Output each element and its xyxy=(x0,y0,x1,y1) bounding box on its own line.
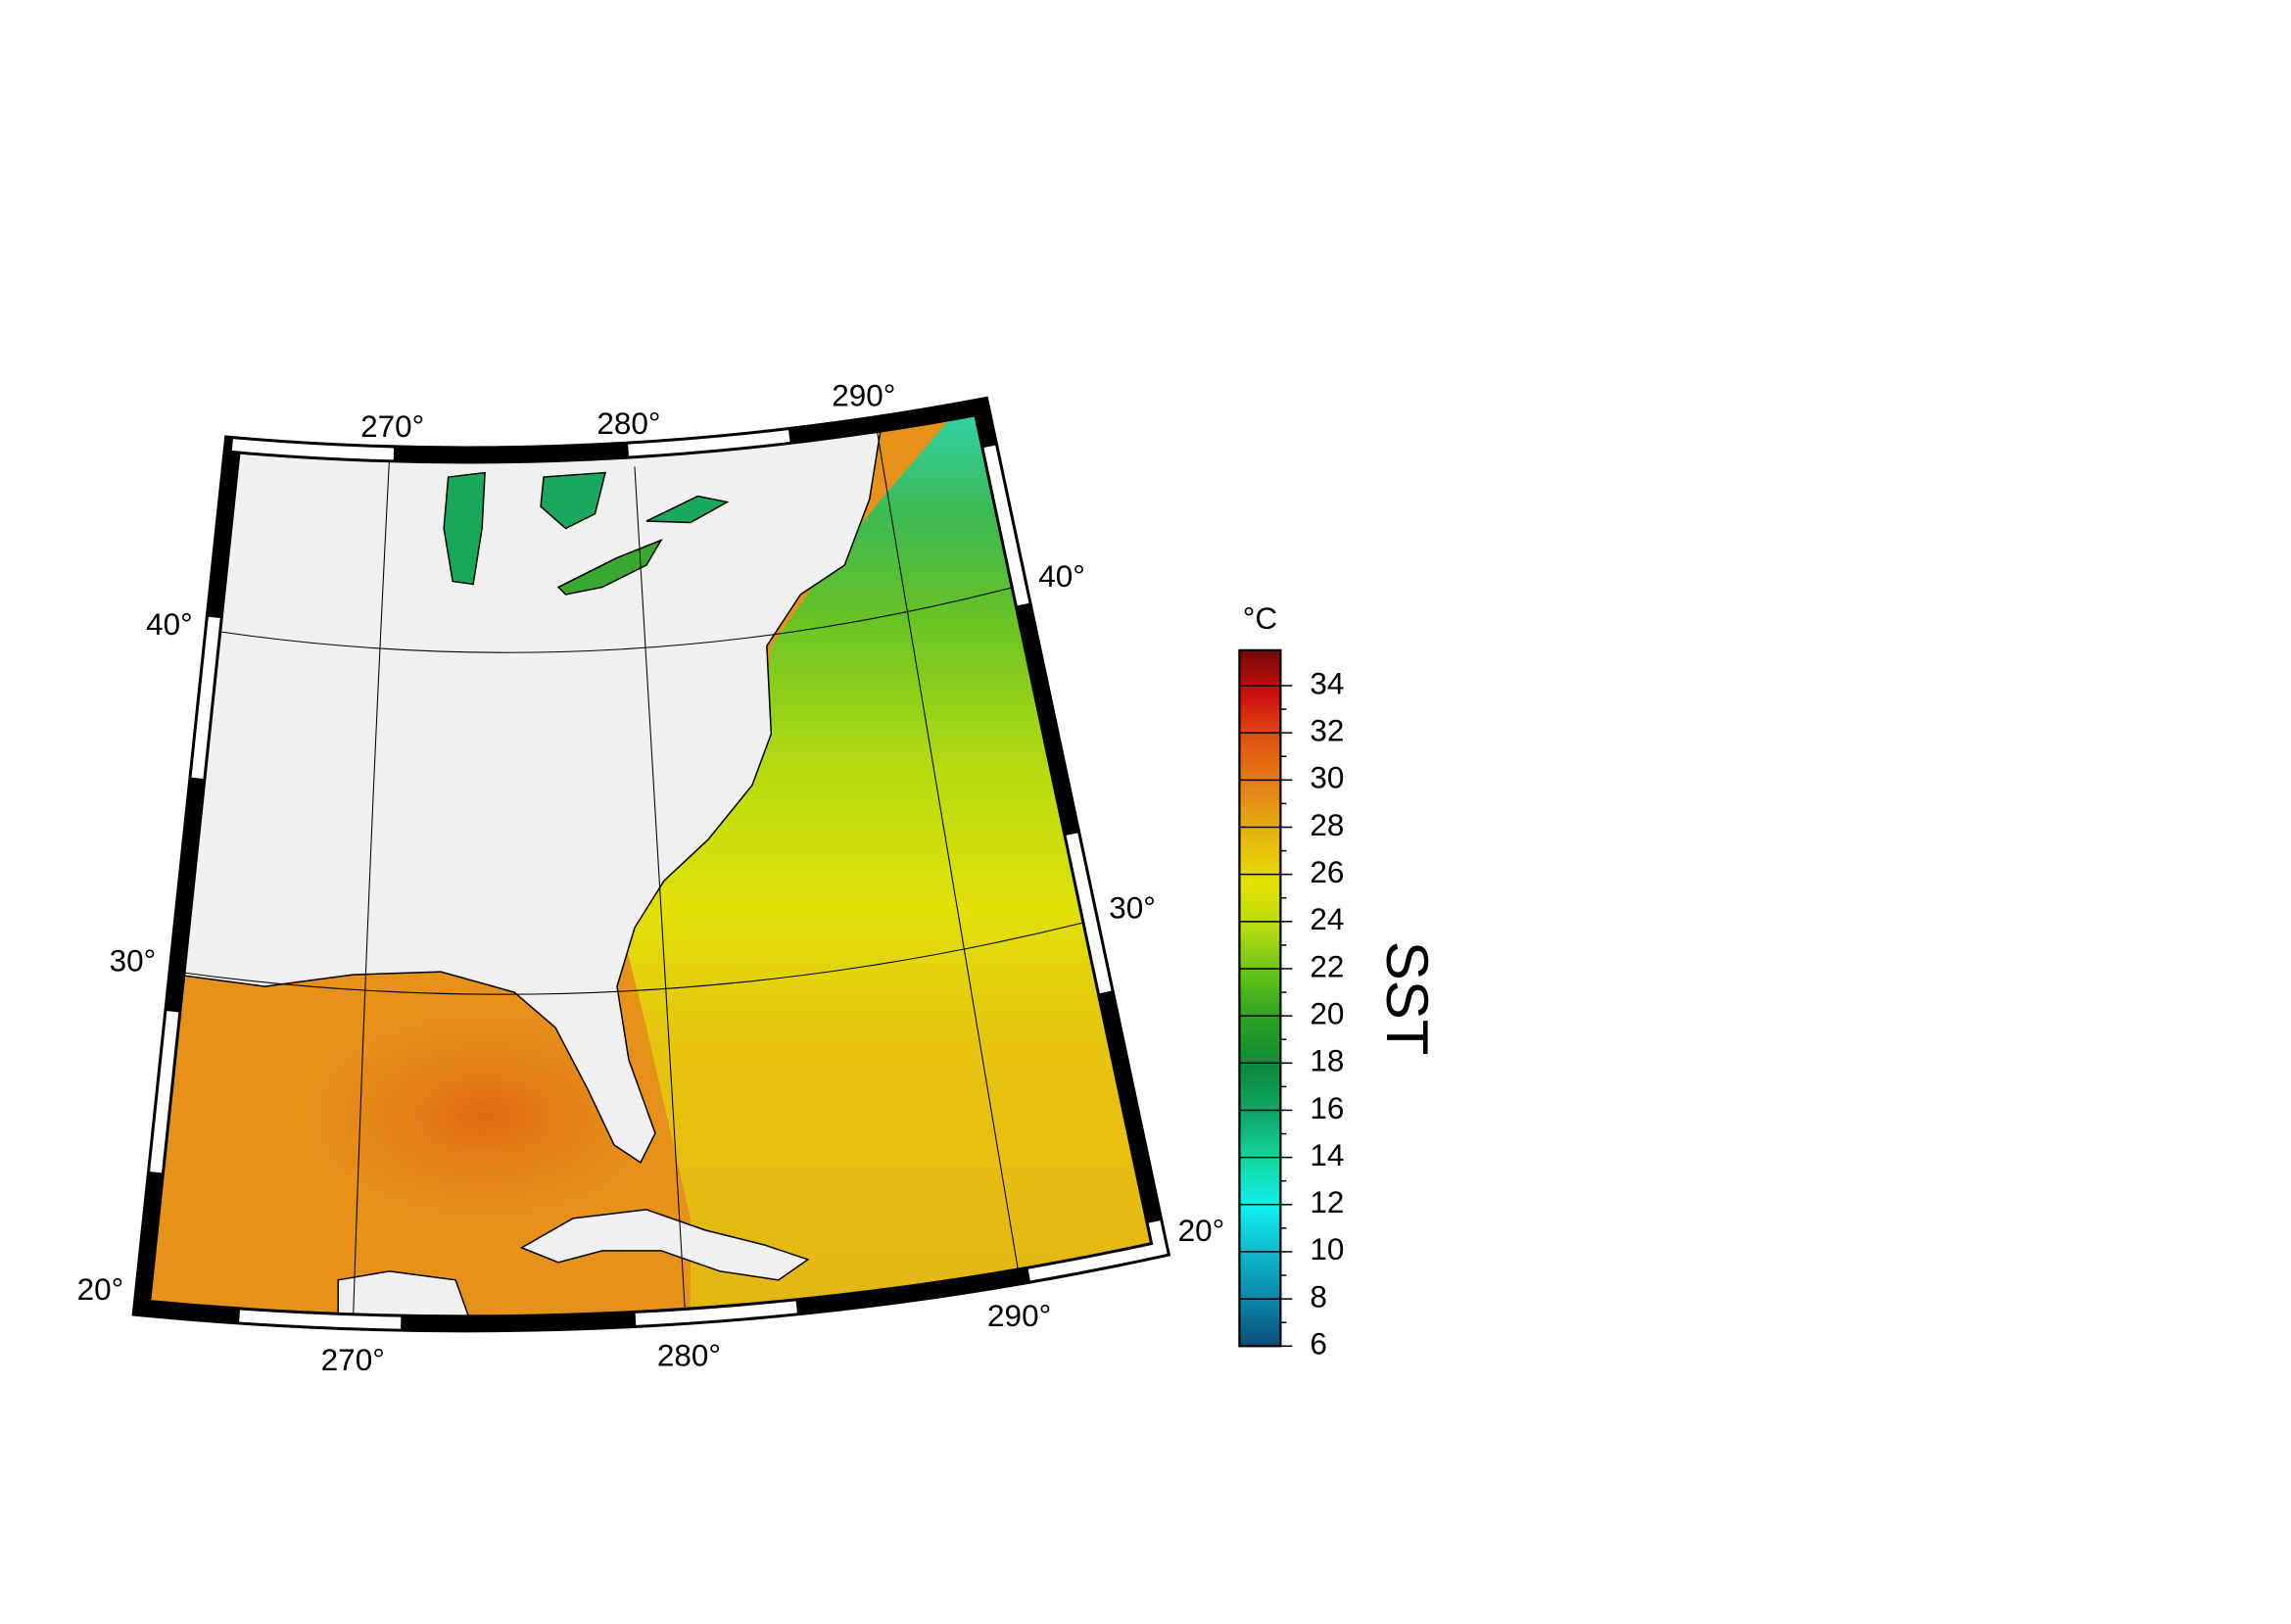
colorbar-tick-label: 12 xyxy=(1310,1185,1344,1219)
lon-label: 270° xyxy=(360,409,424,444)
lon-label: 290° xyxy=(987,1299,1051,1333)
frame-ticks xyxy=(134,400,1168,1330)
colorbar-tick-label: 34 xyxy=(1310,666,1344,700)
colorbar-tick-label: 10 xyxy=(1310,1232,1344,1266)
lat-label: 30° xyxy=(1109,890,1156,925)
colorbar-unit: °C xyxy=(1243,601,1277,636)
colorbar-tick-label: 14 xyxy=(1310,1138,1344,1172)
graticule xyxy=(176,430,1087,1324)
lat-label: 40° xyxy=(146,607,193,642)
lake xyxy=(645,495,730,524)
lat-label: 20° xyxy=(1178,1214,1225,1248)
lon-label: 290° xyxy=(832,378,895,412)
lake xyxy=(443,471,486,586)
colorbar-tick-label: 26 xyxy=(1310,855,1344,889)
colorbar-tick-label: 32 xyxy=(1310,713,1344,747)
colorbar-tick-label: 6 xyxy=(1310,1327,1327,1361)
lon-label: 270° xyxy=(321,1343,385,1377)
lon-label: 280° xyxy=(597,406,660,441)
colorbar: °C SST 6 8 10 12 14 16 18 20 22 24 26 28 30 32 34 xyxy=(1238,601,1440,1361)
colorbar-tick-label: 18 xyxy=(1310,1044,1344,1078)
colorbar-tick-label: 22 xyxy=(1310,949,1344,983)
colorbar-tick-label: 20 xyxy=(1310,996,1344,1030)
colorbar-label: SST xyxy=(1374,941,1440,1056)
colorbar-tick-label: 28 xyxy=(1310,808,1344,842)
colorbar-tick-label: 16 xyxy=(1310,1091,1344,1125)
colorbar-tick-label: 24 xyxy=(1310,902,1344,936)
colorbar-fill xyxy=(1238,648,1282,1348)
lake xyxy=(540,471,606,530)
cuba xyxy=(519,1209,810,1281)
lon-label: 280° xyxy=(657,1339,721,1373)
lake xyxy=(556,538,663,596)
lat-label: 30° xyxy=(110,943,157,978)
land xyxy=(141,424,883,1165)
colorbar-tick-label: 30 xyxy=(1310,761,1344,795)
lat-label: 20° xyxy=(77,1272,124,1307)
colorbar-tick-label: 8 xyxy=(1310,1279,1327,1314)
map-area xyxy=(141,406,1161,1324)
lat-label: 40° xyxy=(1038,559,1085,594)
